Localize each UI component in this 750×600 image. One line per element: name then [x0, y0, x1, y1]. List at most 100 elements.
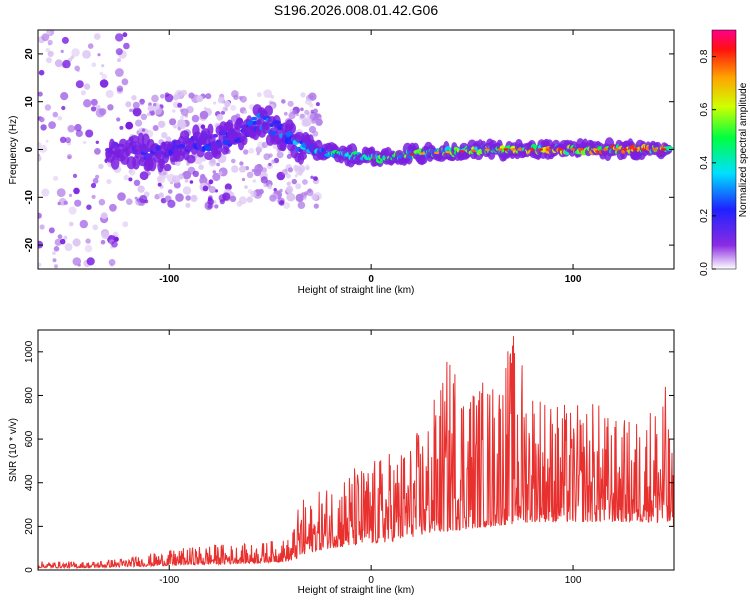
noise-blob [256, 92, 262, 98]
noise-blob [86, 204, 92, 210]
noise-blob [236, 201, 243, 207]
ridge-peak [420, 152, 425, 155]
noise-blob [285, 173, 291, 179]
noise-blob [254, 164, 264, 173]
noise-blob [59, 136, 67, 143]
x-tick-label: 0 [368, 274, 374, 285]
noise-blob [75, 129, 83, 137]
noise-blob [74, 123, 82, 132]
ridge-peak [434, 151, 439, 154]
ridge-cell [272, 120, 281, 125]
noise-blob [241, 177, 246, 182]
noise-blob [92, 224, 99, 231]
noise-blob [174, 89, 184, 99]
noise-blob [64, 243, 73, 252]
noise-blob [123, 42, 130, 50]
snr-y-label: SNR (10 * v/v) [8, 418, 19, 482]
noise-blob [153, 103, 157, 107]
noise-blob [98, 198, 106, 206]
noise-blob [38, 212, 42, 219]
noise-blob [286, 181, 291, 186]
noise-blob [83, 99, 92, 108]
snr-series [38, 336, 674, 570]
noise-blob [54, 59, 63, 68]
noise-blob [243, 110, 248, 114]
noise-blob [48, 227, 55, 234]
noise-blob [243, 149, 249, 155]
ridge-peak [517, 148, 523, 151]
noise-blob [137, 185, 145, 193]
ridge-cell [251, 116, 257, 121]
noise-blob [180, 108, 189, 116]
noise-blob [85, 129, 94, 138]
noise-blob [44, 104, 52, 111]
noise-blob [207, 204, 213, 209]
ridge-peak [603, 148, 609, 151]
noise-blob [100, 239, 106, 245]
noise-blob [312, 108, 318, 114]
noise-blob [82, 50, 91, 59]
noise-blob [125, 121, 134, 130]
noise-blob [302, 117, 312, 127]
ridge-peak [592, 148, 598, 151]
noise-blob [246, 196, 253, 203]
noise-blob [106, 179, 112, 185]
noise-blob [68, 193, 73, 197]
noise-blob [122, 32, 128, 38]
ridge-cell [212, 133, 219, 138]
noise-blob [141, 128, 146, 132]
noise-blob [310, 175, 314, 179]
noise-blob [152, 125, 159, 131]
noise-blob [239, 95, 247, 103]
noise-blob [57, 115, 63, 121]
noise-blob [248, 147, 255, 154]
noise-blob [212, 170, 217, 174]
noise-blob [73, 187, 80, 195]
ridge-halo [235, 117, 244, 128]
colorbar-tick-label: 0.0 [699, 262, 710, 276]
noise-blob [202, 185, 209, 192]
colorbar-tick-label: 0.4 [699, 155, 710, 169]
noise-blob [200, 124, 206, 129]
noise-blob [67, 124, 75, 133]
noise-blob [300, 107, 304, 112]
noise-blob [139, 171, 149, 181]
noise-blob [95, 140, 100, 144]
x-tick-label: 100 [565, 575, 582, 586]
noise-blob [313, 176, 318, 182]
noise-blob [218, 171, 223, 176]
noise-blob [276, 151, 284, 159]
noise-blob [47, 39, 53, 46]
noise-blob [126, 198, 133, 205]
colorbar-ticks: 0.0 0.2 0.4 0.6 0.8 [699, 49, 716, 276]
noise-blob [177, 102, 183, 108]
noise-blob [56, 188, 66, 198]
noise-blob [72, 257, 82, 266]
noise-blob [208, 158, 217, 167]
ridge-halo [110, 156, 120, 170]
noise-blob [108, 259, 116, 266]
snr-frame [37, 329, 675, 571]
noise-blob [111, 241, 118, 248]
noise-blob [303, 196, 307, 201]
noise-blob [121, 78, 129, 86]
noise-blob [52, 258, 57, 263]
noise-blob [263, 89, 273, 98]
noise-blob [90, 182, 97, 189]
noise-blob [107, 104, 114, 111]
snr-line [38, 336, 674, 570]
noise-blob [39, 224, 45, 230]
ridge-cell [664, 146, 674, 151]
noise-blob [98, 163, 104, 170]
noise-blob [184, 179, 189, 183]
noise-blob [146, 112, 151, 117]
ridge-peak [661, 148, 667, 151]
noise-blob [287, 100, 294, 107]
noise-blob [268, 184, 272, 188]
noise-blob [65, 137, 71, 144]
noise-blob [172, 109, 176, 113]
noise-blob [101, 73, 108, 80]
noise-blob [38, 69, 45, 76]
noise-blob [105, 90, 114, 98]
noise-blob [190, 194, 198, 202]
